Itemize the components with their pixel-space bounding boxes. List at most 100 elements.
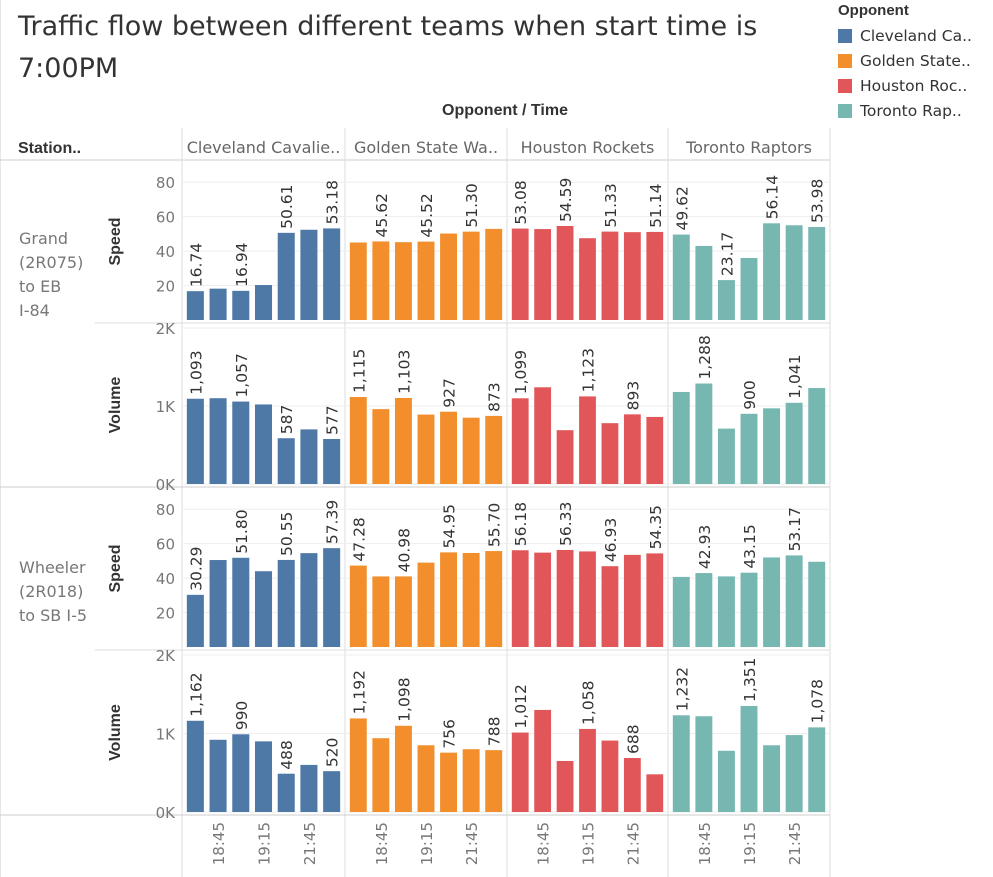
bar [763,408,781,484]
bar [186,398,204,484]
bar [417,745,435,812]
bar [695,383,713,484]
bar [556,760,574,812]
bar [511,398,529,484]
y-tick-label: 2K [156,320,177,338]
bar [672,391,690,484]
bar [254,741,273,812]
column-header: Golden State Wa.. [354,138,498,157]
bar [323,548,341,647]
x-tick-label: 21:45 [463,822,481,865]
bar [763,557,781,647]
legend-item-cleveland[interactable]: Cleveland Ca.. [838,23,988,48]
bar [186,291,204,320]
bar [349,397,367,484]
data-label: 1,057 [233,353,251,397]
x-tick-label: 19:15 [256,822,274,865]
bar [372,409,390,484]
y-tick-label: 80 [156,174,175,192]
bar [672,715,690,812]
bar [394,397,412,484]
legend-item-toronto[interactable]: Toronto Rap.. [838,98,988,123]
bar [534,229,552,320]
bar [440,233,458,320]
data-label: 1,099 [512,350,530,394]
station-label: Grand [19,229,68,248]
y-tick-label: 20 [156,605,175,623]
x-tick-label: 19:15 [580,822,598,865]
column-header: Toronto Raptors [685,138,812,157]
bar [646,774,664,812]
data-label: 688 [624,724,642,754]
data-label: 56.33 [557,502,575,546]
bar [672,576,690,647]
data-label: 1,123 [580,348,598,392]
data-label: 30.29 [187,546,205,590]
bar [462,749,480,812]
data-label: 1,192 [350,670,368,714]
legend-item-golden-state[interactable]: Golden State.. [838,48,988,73]
station-label: to EB [19,277,61,296]
x-tick-label: 18:45 [696,822,714,865]
station-label: to SB I-5 [19,606,87,625]
data-label: 788 [486,717,504,747]
bar [300,429,318,484]
legend-item-houston[interactable]: Houston Roc.. [838,73,988,98]
y-tick-label: 80 [156,501,175,519]
data-label: 50.61 [278,184,296,228]
data-label: 42.93 [696,525,714,569]
bar [300,764,318,812]
bar [232,290,250,320]
data-label: 53.18 [324,180,342,224]
data-label: 756 [441,719,459,749]
bar [601,566,619,647]
bar [785,735,803,812]
bar [579,728,596,812]
bar [277,438,295,484]
bar [394,576,412,647]
data-label: 900 [741,380,759,410]
chart-title: Traffic flow between different teams whe… [18,11,758,84]
data-label: 1,093 [187,350,205,394]
y-tick-label: 60 [156,536,175,554]
bar [808,227,826,320]
bar [485,415,503,484]
legend-item-label: Golden State.. [860,51,971,70]
column-group-header: Opponent / Time [442,102,568,119]
data-label: 51.30 [463,183,481,227]
bar [763,223,781,320]
bar [623,757,641,812]
bar [485,750,503,812]
bar [695,716,713,812]
data-label: 40.98 [395,528,413,572]
data-label: 1,115 [350,349,368,393]
data-label: 1,288 [696,335,714,379]
data-label: 54.59 [557,178,575,222]
data-label: 488 [278,740,296,770]
x-tick-label: 19:15 [741,822,759,865]
data-label: 47.28 [350,517,368,561]
data-label: 56.14 [764,175,782,219]
bar [462,417,480,484]
measure-label: Speed [107,544,124,592]
bar [808,561,826,647]
measure-label: Volume [107,704,124,761]
bar [740,413,758,484]
bar [232,557,250,647]
bar [186,720,204,812]
legend: Opponent Cleveland Ca.. Golden State.. H… [838,2,988,123]
bar [372,241,390,320]
legend-swatch [838,28,852,43]
bar [277,773,295,812]
bar [394,725,412,812]
data-label: 587 [278,405,296,435]
y-tick-label: 0K [156,804,177,822]
bar [785,402,803,484]
bar [323,228,341,320]
column-header: Cleveland Cavalie.. [187,138,341,157]
data-label: 45.62 [373,193,391,237]
bar [277,232,295,320]
data-label: 873 [486,382,504,412]
bar [579,551,596,647]
bar [485,551,503,647]
